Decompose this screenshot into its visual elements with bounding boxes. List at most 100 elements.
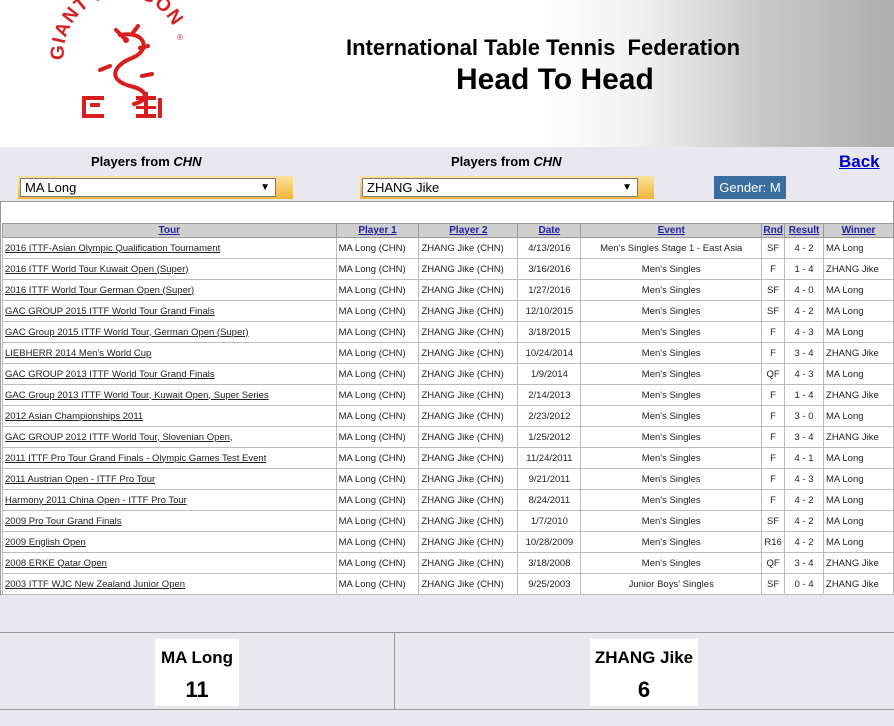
event-cell: Men's Singles — [580, 279, 763, 301]
player1-select-value: MA Long — [25, 180, 77, 195]
table-row: LIEBHERR 2014 Men's World Cup MA Long (CH… — [2, 342, 894, 364]
player2-cell: ZHANG Jike (CHN) — [418, 279, 519, 301]
round-cell: SF — [761, 510, 786, 532]
winner-cell: MA Long — [823, 447, 894, 469]
tour-link[interactable]: 2009 English Open — [2, 531, 337, 553]
event-cell: Men's Singles — [580, 489, 763, 511]
col-player2-header[interactable]: Player 2 — [418, 223, 519, 238]
player1-cell: MA Long (CHN) — [335, 573, 420, 595]
player2-cell: ZHANG Jike (CHN) — [418, 573, 519, 595]
event-cell: Men's Singles — [580, 363, 763, 385]
result-cell: 1 - 4 — [784, 258, 825, 280]
player2-cell: ZHANG Jike (CHN) — [418, 258, 519, 280]
player2-country-label: Players from CHN — [451, 154, 562, 169]
back-link[interactable]: Back — [839, 152, 880, 171]
tour-link[interactable]: 2011 Austrian Open - ITTF Pro Tour — [2, 468, 337, 490]
tour-link[interactable]: 2003 ITTF WJC New Zealand Junior Open — [2, 573, 337, 595]
event-cell: Men's Singles — [580, 447, 763, 469]
date-cell: 9/21/2011 — [517, 468, 582, 490]
player2-score-card: ZHANG Jike 6 — [590, 639, 698, 706]
player2-cell: ZHANG Jike (CHN) — [418, 321, 519, 343]
tour-link[interactable]: GAC GROUP 2012 ITTF World Tour, Slovenia… — [2, 426, 337, 448]
result-cell: 3 - 4 — [784, 342, 825, 364]
event-cell: Men's Singles — [580, 426, 763, 448]
table-row: 2011 Austrian Open - ITTF Pro Tour MA Lon… — [2, 468, 894, 490]
event-cell: Men's Singles — [580, 342, 763, 364]
event-cell: Men's Singles — [580, 468, 763, 490]
date-cell: 4/13/2016 — [517, 237, 582, 259]
event-cell: Men's Singles Stage 1 - East Asia — [580, 237, 763, 259]
event-cell: Men's Singles — [580, 552, 763, 574]
player1-score-name: MA Long — [160, 648, 234, 667]
tour-link[interactable]: GAC Group 2013 ITTF World Tour, Kuwait O… — [2, 384, 337, 406]
tour-link[interactable]: 2016 ITTF World Tour German Open (Super) — [2, 279, 337, 301]
col-tour-header[interactable]: Tour — [2, 223, 337, 238]
col-player1-header[interactable]: Player 1 — [335, 223, 420, 238]
tour-link[interactable]: 2012 Asian Championships 2011 — [2, 405, 337, 427]
player1-cell: MA Long (CHN) — [335, 405, 420, 427]
event-cell: Men's Singles — [580, 405, 763, 427]
date-cell: 10/24/2014 — [517, 342, 582, 364]
col-date-header[interactable]: Date — [517, 223, 582, 238]
tour-link[interactable]: LIEBHERR 2014 Men's World Cup — [2, 342, 337, 364]
player1-cell: MA Long (CHN) — [335, 468, 420, 490]
round-cell: QF — [761, 363, 786, 385]
player1-score-card: MA Long 11 — [155, 639, 239, 706]
col-result-header[interactable]: Result — [784, 223, 825, 238]
player2-select-frame: ZHANG Jike ▼ — [360, 176, 654, 199]
col-event-header[interactable]: Event — [580, 223, 763, 238]
player1-cell: MA Long (CHN) — [335, 531, 420, 553]
result-cell: 4 - 2 — [784, 531, 825, 553]
winner-cell: ZHANG Jike — [823, 342, 894, 364]
winner-cell: MA Long — [823, 468, 894, 490]
tour-link[interactable]: 2008 ERKE Qatar Open — [2, 552, 337, 574]
table-row: GAC Group 2013 ITTF World Tour, Kuwait O… — [2, 384, 894, 406]
winner-cell: MA Long — [823, 237, 894, 259]
giant-dragon-logo: GIANT DRAGON ® — [50, 0, 186, 118]
tour-link[interactable]: 2011 ITTF Pro Tour Grand Finals - Olympi… — [2, 447, 337, 469]
winner-cell: MA Long — [823, 300, 894, 322]
tour-link[interactable]: 2009 Pro Tour Grand Finals — [2, 510, 337, 532]
tour-link[interactable]: 2016 ITTF-Asian Olympic Qualification To… — [2, 237, 337, 259]
winner-cell: ZHANG Jike — [823, 552, 894, 574]
winner-cell: MA Long — [823, 321, 894, 343]
player1-select[interactable]: MA Long ▼ — [20, 178, 276, 197]
svg-text:®: ® — [177, 33, 183, 42]
round-cell: F — [761, 447, 786, 469]
date-cell: 8/24/2011 — [517, 489, 582, 511]
player2-label-text: Players from — [451, 154, 534, 169]
player2-cell: ZHANG Jike (CHN) — [418, 342, 519, 364]
date-cell: 9/25/2003 — [517, 573, 582, 595]
player1-cell: MA Long (CHN) — [335, 279, 420, 301]
date-cell: 2/23/2012 — [517, 405, 582, 427]
player2-cell: ZHANG Jike (CHN) — [418, 405, 519, 427]
tour-link[interactable]: GAC GROUP 2015 ITTF World Tour Grand Fin… — [2, 300, 337, 322]
tour-link[interactable]: GAC Group 2015 ITTF World Tour, German O… — [2, 321, 337, 343]
player2-cell: ZHANG Jike (CHN) — [418, 447, 519, 469]
player1-country-label: Players from CHN — [91, 154, 202, 169]
round-cell: F — [761, 489, 786, 511]
tour-link[interactable]: Harmony 2011 China Open - ITTF Pro Tour — [2, 489, 337, 511]
winner-cell: MA Long — [823, 489, 894, 511]
player2-select[interactable]: ZHANG Jike ▼ — [362, 178, 638, 197]
round-cell: SF — [761, 237, 786, 259]
winner-cell: ZHANG Jike — [823, 384, 894, 406]
tour-link[interactable]: GAC GROUP 2013 ITTF World Tour Grand Fin… — [2, 363, 337, 385]
result-cell: 3 - 0 — [784, 405, 825, 427]
date-cell: 1/7/2010 — [517, 510, 582, 532]
event-cell: Men's Singles — [580, 321, 763, 343]
result-cell: 4 - 2 — [784, 489, 825, 511]
table-row: 2016 ITTF-Asian Olympic Qualification To… — [2, 237, 894, 259]
round-cell: F — [761, 258, 786, 280]
player1-cell: MA Long (CHN) — [335, 342, 420, 364]
tour-link[interactable]: 2016 ITTF World Tour Kuwait Open (Super) — [2, 258, 337, 280]
page-title: Head To Head — [456, 63, 654, 96]
gender-button[interactable]: Gender: M — [714, 176, 786, 199]
player2-cell: ZHANG Jike (CHN) — [418, 468, 519, 490]
player1-cell: MA Long (CHN) — [335, 363, 420, 385]
col-winner-header[interactable]: Winner — [823, 223, 894, 238]
player2-select-value: ZHANG Jike — [367, 180, 440, 195]
round-cell: F — [761, 321, 786, 343]
col-round-header[interactable]: Rnd — [761, 223, 786, 238]
table-row: GAC Group 2015 ITTF World Tour, German O… — [2, 321, 894, 343]
